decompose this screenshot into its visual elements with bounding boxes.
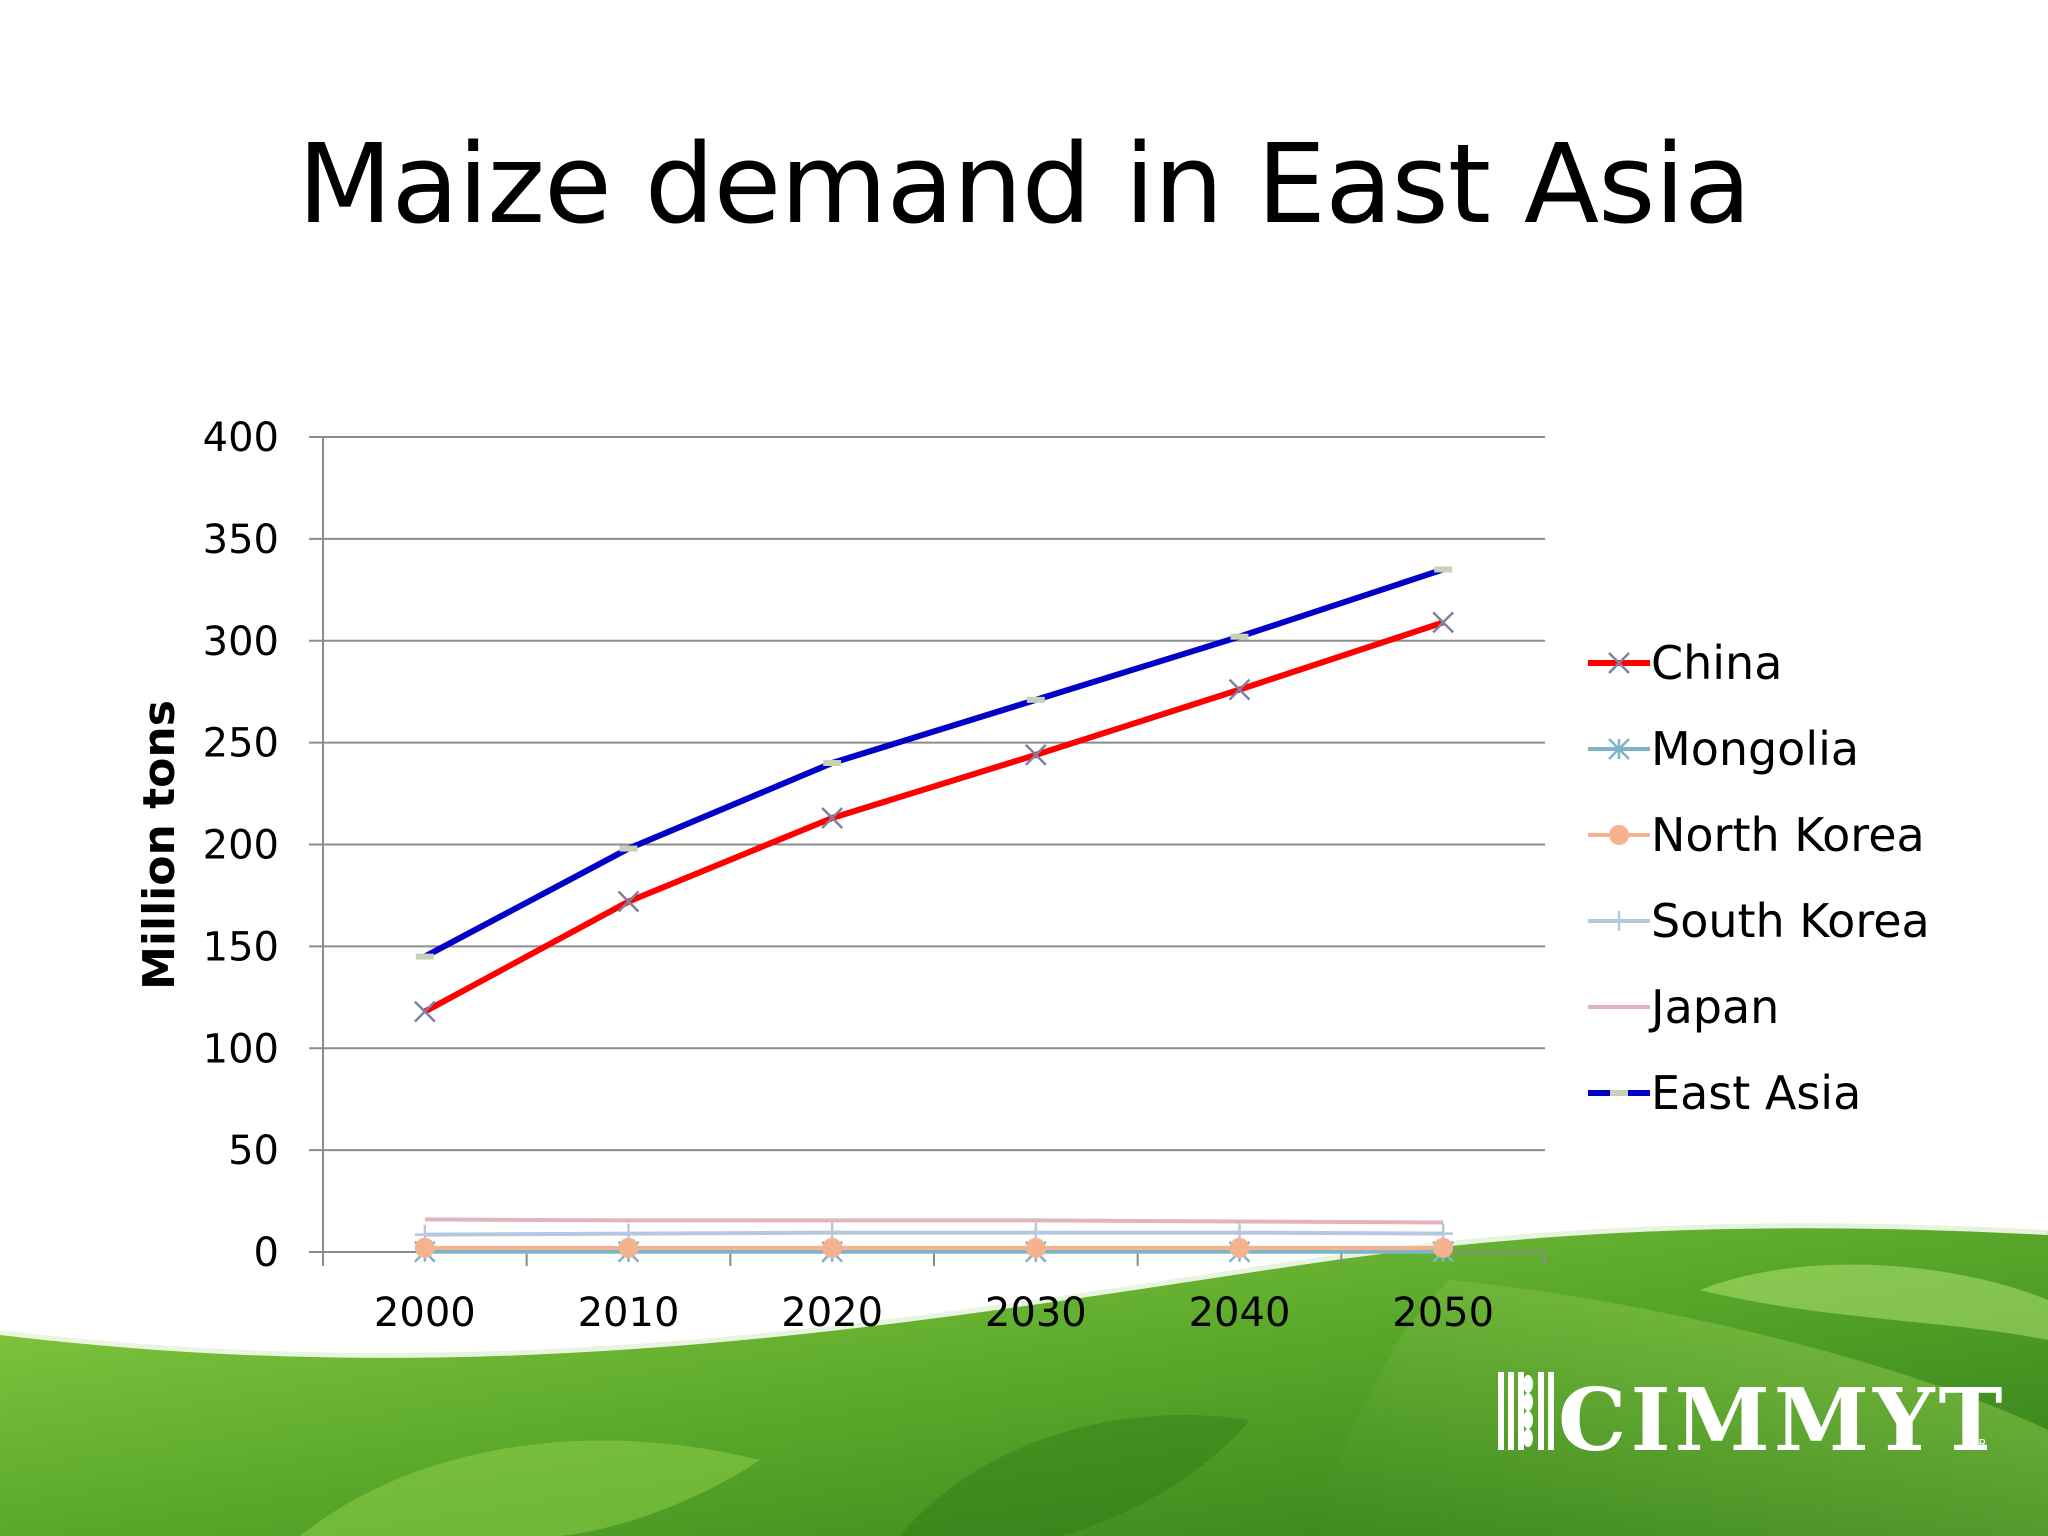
legend-label: South Korea	[1651, 894, 1930, 948]
data-point-east-asia	[823, 760, 842, 766]
y-axis-title: Million tons	[134, 700, 185, 990]
series-south-korea	[414, 1222, 1454, 1245]
cimmyt-logo: CIMMYT MR	[1498, 1370, 2006, 1471]
y-tick-label: 100	[203, 1026, 279, 1072]
data-point-china	[1432, 611, 1455, 634]
data-point-china	[1024, 743, 1047, 766]
series-line-south-korea	[424, 1230, 1444, 1237]
y-tick-label: 400	[203, 415, 279, 461]
legend-item-north-korea: North Korea	[1588, 808, 1925, 862]
legend-item-mongolia: Mongolia	[1588, 722, 1859, 776]
data-point-north-korea	[1025, 1237, 1046, 1258]
y-tick-label: 350	[203, 517, 279, 563]
legend-label: North Korea	[1651, 808, 1925, 862]
legend-label: East Asia	[1651, 1066, 1861, 1120]
logo-mark: MR	[1968, 1437, 1987, 1451]
data-point-north-korea	[414, 1237, 435, 1258]
legend-marker	[1609, 825, 1629, 845]
slide-title: Maize demand in East Asia	[297, 120, 1752, 248]
data-point-east-asia	[1026, 696, 1045, 703]
data-point-china	[821, 807, 844, 829]
data-point-east-asia	[415, 953, 434, 960]
chart-gridlines	[323, 436, 1545, 1152]
x-tick-label: 2050	[1392, 1290, 1494, 1336]
legend-marker	[1610, 1090, 1628, 1096]
legend-item-south-korea: South Korea	[1588, 894, 1930, 948]
data-point-north-korea	[822, 1237, 843, 1258]
data-point-north-korea	[1433, 1237, 1454, 1258]
y-tick-label: 300	[203, 619, 279, 665]
y-tick-label: 0	[254, 1230, 279, 1276]
chart-axes	[309, 436, 1546, 1266]
legend-item-china: China	[1588, 636, 1782, 690]
x-tick-label: 2020	[781, 1290, 883, 1336]
legend-label: China	[1651, 636, 1782, 690]
x-tick-label: 2030	[985, 1290, 1087, 1336]
x-tick-label: 2010	[578, 1290, 680, 1336]
data-point-china	[413, 1000, 436, 1023]
legend-item-east-asia: East Asia	[1588, 1066, 1861, 1120]
series-line-japan	[424, 1217, 1444, 1225]
series-east-asia	[415, 566, 1453, 960]
y-axis-tick-labels: 0 50 100 150 200 250 300 350 400	[203, 415, 279, 1276]
legend-marker	[1608, 652, 1630, 674]
data-point-east-asia	[1434, 566, 1453, 573]
x-tick-label: 2040	[1189, 1290, 1291, 1336]
x-axis-tick-labels: 2000 2010 2020 2030 2040 2050	[374, 1290, 1494, 1336]
y-tick-label: 200	[203, 823, 279, 869]
data-point-north-korea	[618, 1237, 639, 1258]
chart-legend: China Mongolia North Korea South Korea Japan…	[1588, 636, 1930, 1120]
series-japan	[424, 1217, 1444, 1225]
series-china	[413, 611, 1455, 1023]
series-north-korea	[414, 1237, 1454, 1258]
data-point-north-korea	[1229, 1237, 1250, 1258]
legend-label: Japan	[1648, 980, 1779, 1034]
y-tick-label: 150	[203, 924, 279, 970]
data-point-east-asia	[1230, 633, 1249, 640]
series-line-china	[423, 619, 1445, 1015]
green-leaf-background	[0, 1218, 2048, 1536]
y-tick-label: 50	[228, 1128, 279, 1174]
y-tick-label: 250	[203, 721, 279, 767]
data-point-east-asia	[619, 845, 638, 852]
data-point-china	[617, 890, 640, 913]
wheat-icon	[1498, 1372, 1554, 1450]
legend-marker	[1608, 738, 1630, 760]
chart-series	[413, 566, 1455, 1263]
legend-item-japan: Japan	[1588, 980, 1779, 1034]
x-tick-label: 2000	[374, 1290, 476, 1336]
logo-text: CIMMYT	[1558, 1370, 2006, 1471]
series-line-east-asia	[423, 566, 1445, 960]
legend-marker	[1609, 911, 1629, 931]
data-point-china	[1228, 678, 1251, 701]
legend-label: Mongolia	[1651, 722, 1859, 776]
